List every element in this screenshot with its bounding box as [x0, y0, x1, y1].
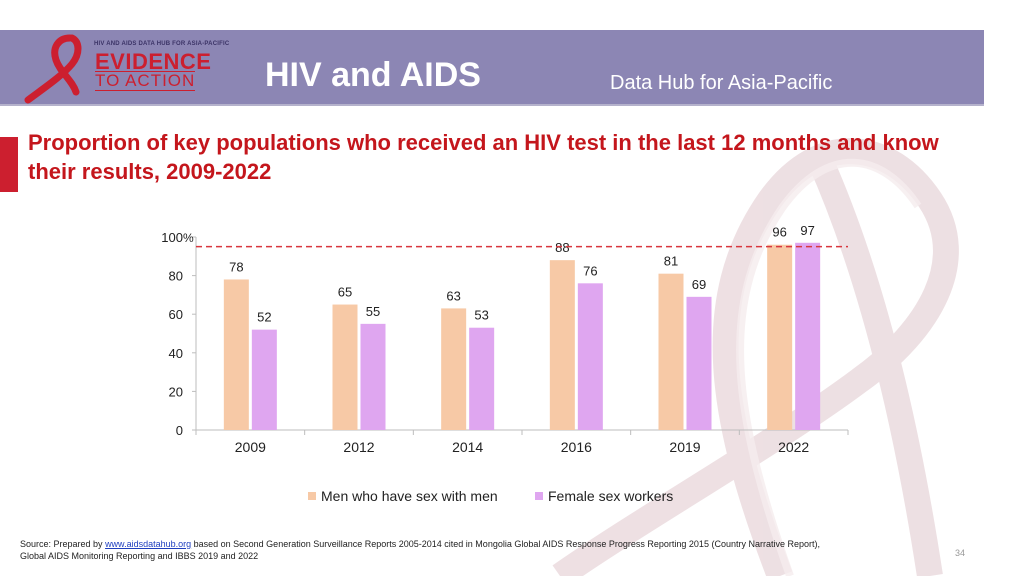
evidence-to-action-logo	[24, 34, 82, 104]
slide-title: Proportion of key populations who receiv…	[28, 130, 939, 184]
y-tick-label: 20	[169, 384, 183, 399]
data-label-fsw: 53	[474, 308, 488, 323]
bar-fsw	[577, 283, 603, 430]
data-label-msm: 96	[772, 225, 786, 240]
y-tick-label: 40	[169, 346, 183, 361]
x-tick-label: 2012	[343, 439, 374, 455]
legend-label-msm: Men who have sex with men	[321, 488, 498, 504]
logo-small-text: HIV AND AIDS DATA HUB FOR ASIA-PACIFIC	[94, 41, 230, 47]
data-label-fsw: 97	[800, 223, 814, 238]
bar-msm	[658, 273, 684, 430]
bar-msm	[441, 308, 467, 430]
y-tick-label: 60	[169, 307, 183, 322]
bar-msm	[767, 244, 793, 430]
bar-fsw	[469, 327, 495, 430]
bar-msm	[223, 279, 249, 430]
y-tick-label: 80	[169, 269, 183, 284]
data-label-msm: 63	[446, 288, 460, 303]
source-link[interactable]: www.aidsdatahub.org	[105, 539, 192, 549]
x-tick-label: 2022	[778, 439, 809, 455]
source-note: Source: Prepared by www.aidsdatahub.org …	[20, 538, 920, 562]
legend-item-msm: Men who have sex with men	[308, 488, 498, 504]
data-label-msm: 88	[555, 240, 569, 255]
title-accent-bar	[0, 137, 18, 192]
bar-msm	[332, 304, 358, 430]
data-label-fsw: 69	[692, 277, 706, 292]
y-tick-label: 100	[161, 230, 183, 245]
logo-action-text: TO ACTION	[95, 71, 196, 91]
x-tick-label: 2009	[235, 439, 266, 455]
bar-fsw	[795, 242, 821, 430]
x-tick-label: 2016	[561, 439, 592, 455]
app-subtitle: Data Hub for Asia-Pacific	[610, 72, 833, 94]
data-label-fsw: 76	[583, 263, 597, 278]
data-label-fsw: 52	[257, 310, 271, 325]
page-number: 34	[955, 548, 966, 558]
legend-label-fsw: Female sex workers	[548, 488, 674, 504]
data-label-msm: 65	[338, 285, 352, 300]
legend-swatch-msm	[308, 492, 316, 500]
legend-swatch-fsw	[535, 492, 543, 500]
bar-fsw	[686, 296, 712, 430]
data-label-fsw: 55	[366, 304, 380, 319]
data-label-msm: 81	[664, 254, 678, 269]
x-tick-label: 2014	[452, 439, 483, 455]
source-line2: Global AIDS Monitoring Reporting and IBB…	[20, 551, 259, 561]
x-tick-label: 2019	[669, 439, 700, 455]
y-tick-label: 0	[176, 423, 183, 438]
source-suffix: based on Second Generation Surveillance …	[191, 539, 820, 549]
bar-fsw	[360, 323, 386, 430]
bar-fsw	[251, 329, 277, 430]
source-prefix: Source: Prepared by	[20, 539, 106, 549]
logo-evidence-text: EVIDENCE	[95, 49, 212, 74]
legend-item-fsw: Female sex workers	[535, 488, 673, 504]
data-label-msm: 78	[229, 259, 243, 274]
header-band	[0, 30, 984, 106]
bar-msm	[549, 260, 575, 430]
y-axis-unit-label: %	[183, 231, 194, 245]
app-title: HIV and AIDS	[265, 56, 481, 94]
